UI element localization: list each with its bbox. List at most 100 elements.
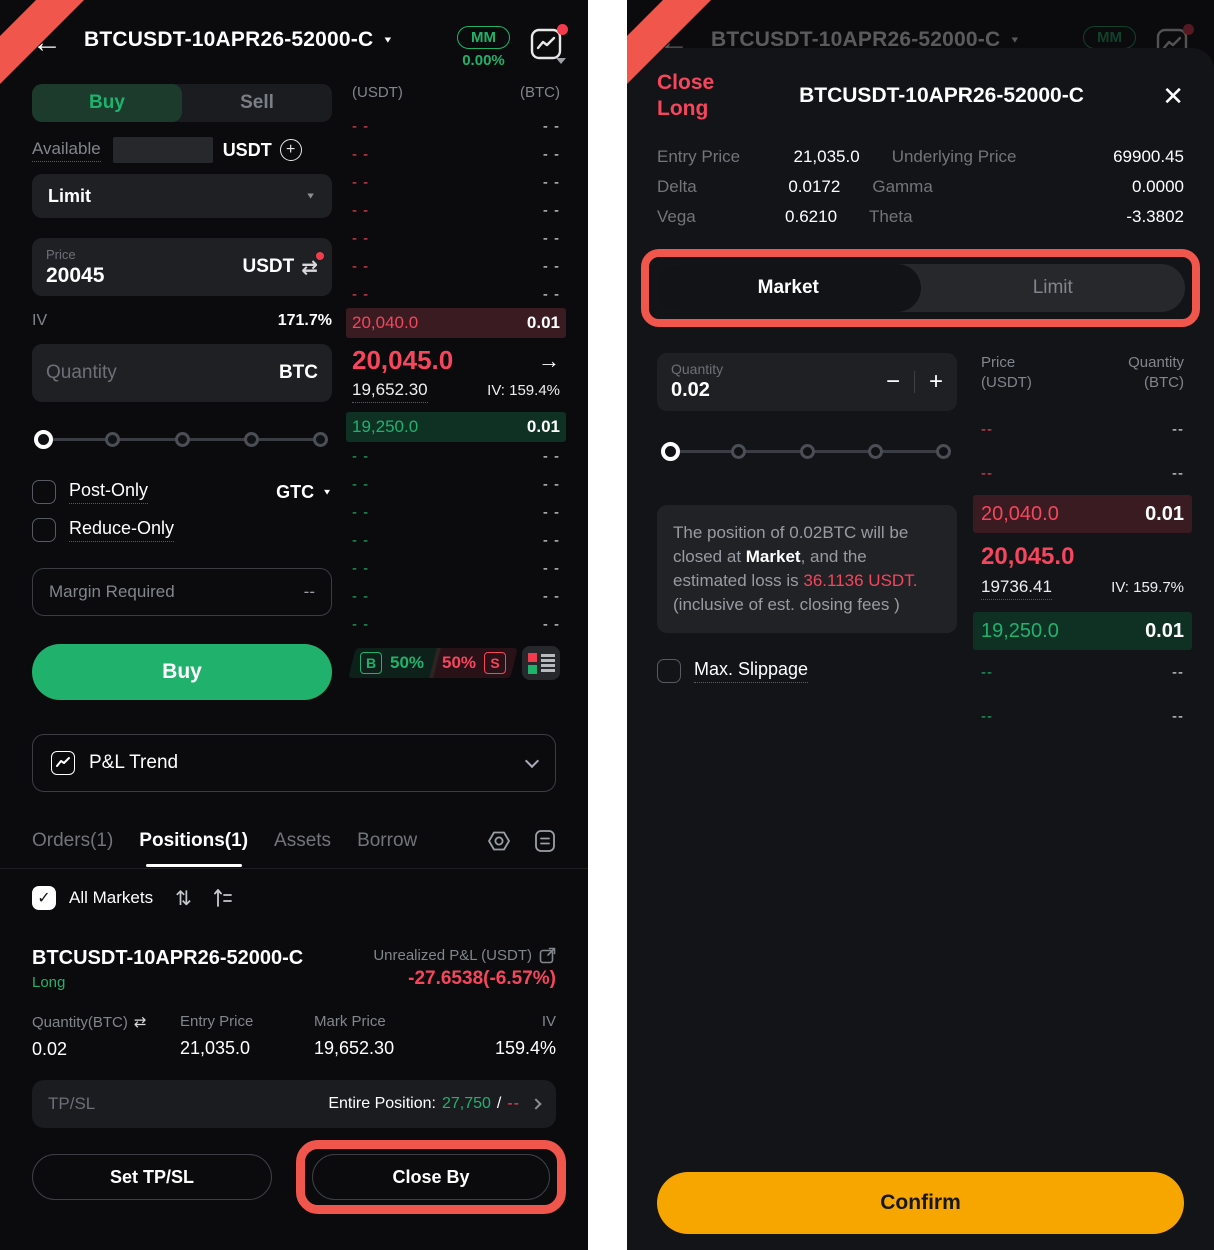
pnl-trend-panel[interactable]: P&L Trend (32, 734, 556, 792)
chevron-down-icon: ▼ (322, 487, 332, 497)
set-tpsl-button[interactable]: Set TP/SL (32, 1154, 272, 1200)
mm-indicator[interactable]: MM 0.00% (457, 26, 510, 69)
mm-percent: 0.00% (462, 52, 505, 69)
pnl-chart-icon (51, 751, 75, 775)
slider-stop[interactable] (936, 444, 951, 459)
sort-filter-icon[interactable] (212, 887, 234, 909)
post-only-checkbox[interactable] (32, 480, 56, 504)
last-price[interactable]: 20,045.0 (352, 345, 454, 375)
qty-col-label: Quantity (1128, 353, 1184, 371)
slider-stop[interactable] (799, 444, 815, 459)
all-markets-checkbox[interactable]: ✓ (32, 886, 56, 910)
orderbook-bid-row[interactable]: - - - - (352, 442, 560, 470)
orderbook-ask-row[interactable]: - - - - (352, 140, 560, 168)
orderbook-bid-row[interactable]: - - - - (352, 470, 560, 498)
plus-button[interactable]: + (928, 367, 943, 395)
reduce-only-checkbox[interactable] (32, 518, 56, 542)
stat-label: Entry Price (180, 1013, 254, 1030)
tab-buy[interactable]: Buy (32, 84, 182, 122)
share-icon[interactable] (539, 947, 556, 964)
orderbook-layout-icon[interactable] (522, 646, 560, 680)
orderbook-best-bid-row[interactable]: 19,250.0 0.01 (973, 612, 1192, 650)
time-in-force-select[interactable]: GTC ▼ (276, 482, 332, 503)
swap-unit-icon[interactable]: ⇄ (133, 1014, 147, 1031)
orderbook-best-ask-row[interactable]: 20,040.0 0.01 (346, 308, 566, 338)
orderbook-bid-row[interactable]: -- -- (981, 694, 1184, 738)
tab-market[interactable]: Market (656, 263, 921, 312)
bid-price: - - (352, 531, 370, 549)
orderbook-bid-row[interactable]: - - - - (352, 610, 560, 638)
ask-price: - - (352, 229, 370, 247)
last-price[interactable]: 20,045.0 (981, 543, 1075, 570)
order-type-select[interactable]: Limit ▼ (32, 174, 332, 218)
orderbook-bid-row[interactable]: -- -- (981, 650, 1184, 694)
orderbook-bid-row[interactable]: - - - - (352, 498, 560, 526)
preferences-icon[interactable] (486, 828, 512, 854)
tab-assets[interactable]: Assets (274, 830, 332, 851)
greek-label: Gamma (872, 176, 933, 196)
orderbook-ask-row[interactable]: -- -- (981, 407, 1184, 451)
deposit-plus-icon[interactable]: + (279, 139, 302, 161)
ask-price: -- (981, 464, 993, 482)
stat-value: 19,652.30 (314, 1038, 395, 1058)
slider-stop[interactable] (105, 431, 121, 447)
ask-price: - - (352, 201, 370, 219)
bid-price: 19,250.0 (981, 619, 1059, 642)
mark-price[interactable]: 19736.41 (981, 577, 1052, 600)
greek-value: 0.0000 (1132, 176, 1184, 196)
quantity-input[interactable] (671, 379, 781, 402)
bid-price: - - (352, 559, 370, 577)
close-quantity-slider[interactable] (661, 441, 951, 463)
chart-icon[interactable] (530, 24, 568, 64)
swap-unit-icon[interactable]: ⇄ (301, 251, 324, 280)
orderbook-ask-row[interactable]: - - - - (352, 196, 560, 224)
orderbook-ask-row[interactable]: - - - - (352, 168, 560, 196)
tab-limit[interactable]: Limit (1032, 276, 1073, 298)
tab-sell[interactable]: Sell (240, 92, 274, 113)
orderbook-ask-row[interactable]: - - - - (352, 280, 560, 308)
ask-qty: 0.01 (1145, 502, 1184, 525)
mark-price[interactable]: 19,652.30 (352, 380, 428, 403)
tab-orders[interactable]: Orders(1) (32, 830, 114, 851)
iv-value: 171.7% (277, 312, 332, 329)
details-list-icon[interactable] (534, 829, 556, 853)
orderbook-ask-row[interactable]: -- -- (981, 451, 1184, 495)
tab-positions[interactable]: Positions(1) (139, 830, 249, 867)
quantity-input[interactable] (46, 362, 196, 384)
sort-icon[interactable]: ⇅ (175, 887, 192, 910)
orderbook-ask-row[interactable]: - - - - (352, 224, 560, 252)
slider-stop[interactable] (867, 444, 883, 459)
ask-qty: - - (542, 257, 560, 275)
tpsl-row[interactable]: TP/SL Entire Position: 27,750 / -- (32, 1080, 556, 1128)
chevron-down-icon: ▼ (305, 191, 316, 201)
minus-button[interactable]: − (885, 367, 900, 395)
arrow-right-icon[interactable]: → (538, 347, 560, 373)
orderbook-best-ask-row[interactable]: 20,040.0 0.01 (973, 495, 1192, 533)
slider-stop[interactable] (174, 431, 190, 447)
ask-qty: - - (542, 201, 560, 219)
orderbook-best-bid-row[interactable]: 19,250.0 0.01 (346, 412, 566, 442)
buy-button[interactable]: Buy (32, 644, 332, 700)
quantity-slider[interactable] (34, 428, 328, 450)
slider-stop[interactable] (313, 431, 328, 447)
close-by-button[interactable]: Close By (312, 1154, 550, 1200)
slider-handle[interactable] (34, 429, 53, 449)
orderbook-bid-row[interactable]: - - - - (352, 554, 560, 582)
quantity-label: Quantity (671, 361, 724, 377)
price-input[interactable] (46, 263, 176, 288)
orderbook-ask-row[interactable]: - - - - (352, 112, 560, 140)
buy-ratio: B 50% (348, 648, 441, 678)
contract-selector[interactable]: BTCUSDT-10APR26-52000-C ▼ (84, 28, 393, 52)
orderbook-mid: 20,045.0 19736.41 IV: 159.7% (981, 533, 1184, 612)
slider-stop[interactable] (243, 431, 259, 447)
orderbook-ask-row[interactable]: - - - - (352, 252, 560, 280)
max-slippage-checkbox[interactable] (657, 659, 681, 683)
confirm-button[interactable]: Confirm (657, 1172, 1184, 1234)
slider-stop[interactable] (731, 444, 747, 459)
orderbook-bid-row[interactable]: - - - - (352, 582, 560, 610)
close-icon[interactable]: ✕ (1162, 80, 1184, 111)
right-screen: ← BTCUSDT-10APR26-52000-C ▼ MM Close Lon… (627, 0, 1214, 1250)
orderbook-bid-row[interactable]: - - - - (352, 526, 560, 554)
slider-handle[interactable] (661, 442, 680, 461)
tab-borrow[interactable]: Borrow (357, 830, 418, 851)
